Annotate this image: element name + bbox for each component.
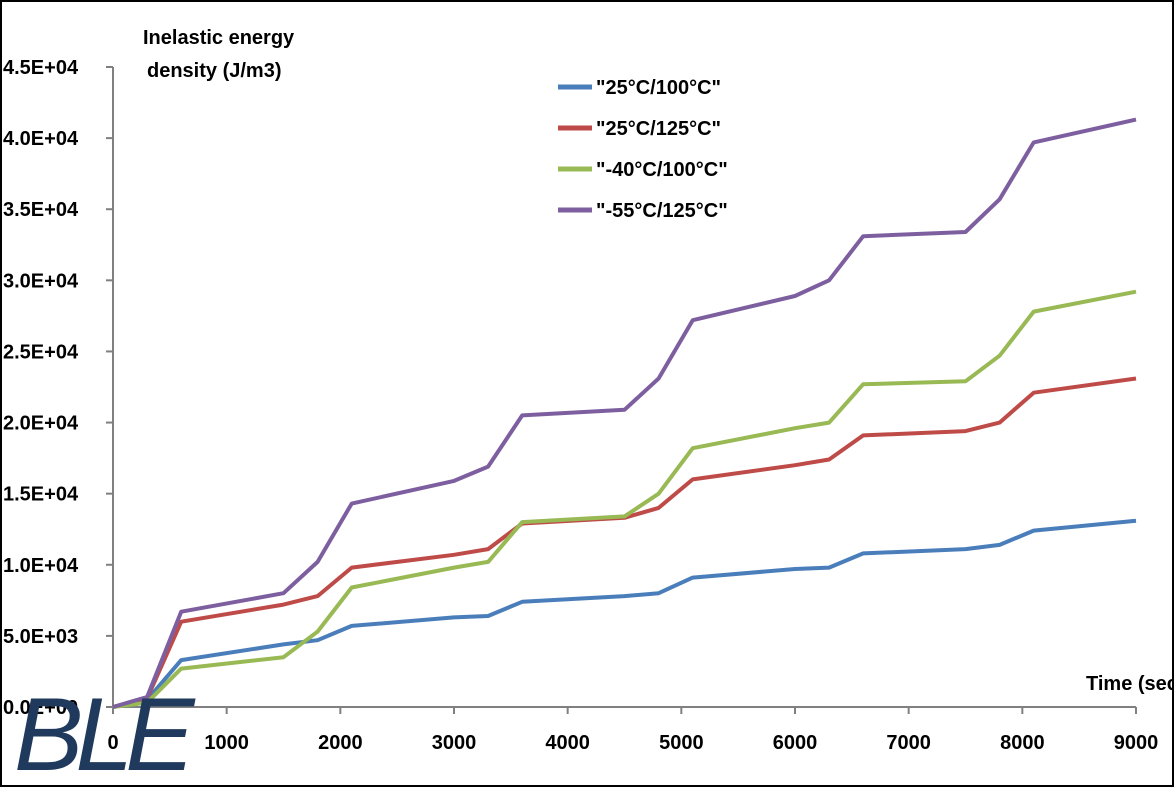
y-tick-label: 2.0E+04 — [3, 413, 79, 435]
x-tick-label: 0 — [107, 732, 118, 754]
y-tick-label: 4.0E+04 — [3, 128, 79, 150]
x-ticks: 0 1000 2000 3000 4000 5000 6000 7000 8000 9000 — [107, 707, 1158, 754]
x-tick-label: 6000 — [773, 732, 818, 754]
x-tick-label: 3000 — [432, 732, 477, 754]
y-tick-label: 1.5E+04 — [3, 484, 79, 506]
x-axis-label: Time (sec) — [1086, 673, 1174, 695]
series-line-4 — [112, 117, 1137, 709]
y-ticks: 0.0E+00 5.0E+03 1.0E+04 1.5E+04 2.0E+04 2.5E+… — [3, 57, 113, 719]
y-tick-label: 4.5E+04 — [3, 57, 79, 79]
y-tick-label: 3.5E+04 — [3, 199, 79, 221]
x-tick-label: 2000 — [318, 732, 363, 754]
y-tick-label: 5.0E+03 — [3, 626, 78, 648]
y-axis-label-line1: Inelastic energy — [143, 27, 295, 49]
x-tick-label: 4000 — [545, 732, 590, 754]
legend-label: "25°C/125°C" — [596, 118, 721, 140]
y-tick-label: 0.0E+00 — [3, 697, 78, 719]
x-tick-label: 7000 — [886, 732, 931, 754]
y-tick-label: 2.5E+04 — [3, 341, 79, 363]
x-tick-label: 9000 — [1114, 732, 1159, 754]
y-tick-label: 1.0E+04 — [3, 555, 79, 577]
series-line-3 — [112, 289, 1137, 709]
legend-label: "-40°C/100°C" — [596, 159, 728, 181]
x-tick-label: 8000 — [1000, 732, 1045, 754]
x-tick-label: 5000 — [659, 732, 704, 754]
axes — [112, 67, 1136, 708]
legend-label: "25°C/100°C" — [596, 77, 721, 99]
series-lines — [112, 117, 1137, 709]
series-line-1 — [112, 518, 1137, 709]
x-tick-label: 1000 — [204, 732, 249, 754]
legend-label: "-55°C/125°C" — [596, 200, 728, 222]
legend: "25°C/100°C" "25°C/125°C" "-40°C/100°C" "-5… — [558, 77, 728, 222]
y-axis-label-line2: density (J/m3) — [147, 60, 281, 82]
ble-watermark-logo: BLE — [14, 677, 196, 787]
y-tick-label: 3.0E+04 — [3, 270, 79, 292]
